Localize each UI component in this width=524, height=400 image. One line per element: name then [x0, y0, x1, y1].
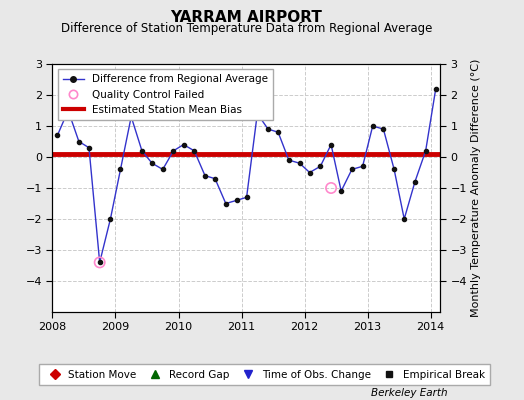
Legend: Station Move, Record Gap, Time of Obs. Change, Empirical Break: Station Move, Record Gap, Time of Obs. C…	[39, 364, 490, 385]
Difference from Regional Average	[286, 158, 292, 162]
Difference from Regional Average	[412, 179, 418, 184]
Difference from Regional Average	[191, 148, 198, 153]
Difference from Regional Average	[391, 167, 397, 172]
Difference from Regional Average	[380, 127, 387, 132]
Difference from Regional Average	[139, 148, 145, 153]
Difference from Regional Average	[96, 260, 103, 265]
Difference from Regional Average	[212, 176, 218, 181]
Difference from Regional Average	[233, 198, 239, 203]
Quality Control Failed	[327, 185, 335, 191]
Difference from Regional Average	[149, 161, 155, 166]
Difference from Regional Average	[170, 148, 177, 153]
Quality Control Failed	[95, 259, 104, 266]
Difference from Regional Average	[265, 127, 271, 132]
Legend: Difference from Regional Average, Quality Control Failed, Estimated Station Mean: Difference from Regional Average, Qualit…	[58, 69, 273, 120]
Difference from Regional Average	[349, 167, 355, 172]
Difference from Regional Average	[65, 108, 71, 113]
Difference from Regional Average	[117, 167, 124, 172]
Difference from Regional Average	[76, 139, 82, 144]
Difference from Regional Average	[307, 170, 313, 175]
Difference from Regional Average	[338, 189, 344, 194]
Difference from Regional Average	[180, 142, 187, 147]
Difference from Regional Average	[128, 114, 134, 119]
Difference from Regional Average	[359, 164, 366, 169]
Difference from Regional Average	[54, 133, 61, 138]
Y-axis label: Monthly Temperature Anomaly Difference (°C): Monthly Temperature Anomaly Difference (…	[471, 59, 481, 317]
Difference from Regional Average	[297, 161, 303, 166]
Difference from Regional Average	[244, 195, 250, 200]
Difference from Regional Average	[86, 145, 92, 150]
Difference from Regional Average	[328, 142, 334, 147]
Difference from Regional Average	[160, 167, 166, 172]
Text: Difference of Station Temperature Data from Regional Average: Difference of Station Temperature Data f…	[61, 22, 432, 35]
Difference from Regional Average	[275, 130, 281, 134]
Difference from Regional Average	[422, 148, 429, 153]
Difference from Regional Average	[107, 217, 114, 222]
Difference from Regional Average	[433, 86, 439, 91]
Text: Berkeley Earth: Berkeley Earth	[372, 388, 448, 398]
Difference from Regional Average	[317, 164, 323, 169]
Difference from Regional Average	[223, 201, 229, 206]
Difference from Regional Average	[401, 217, 407, 222]
Text: YARRAM AIRPORT: YARRAM AIRPORT	[170, 10, 322, 25]
Line: Difference from Regional Average: Difference from Regional Average	[56, 87, 438, 264]
Difference from Regional Average	[202, 173, 208, 178]
Difference from Regional Average	[254, 111, 260, 116]
Difference from Regional Average	[369, 124, 376, 128]
